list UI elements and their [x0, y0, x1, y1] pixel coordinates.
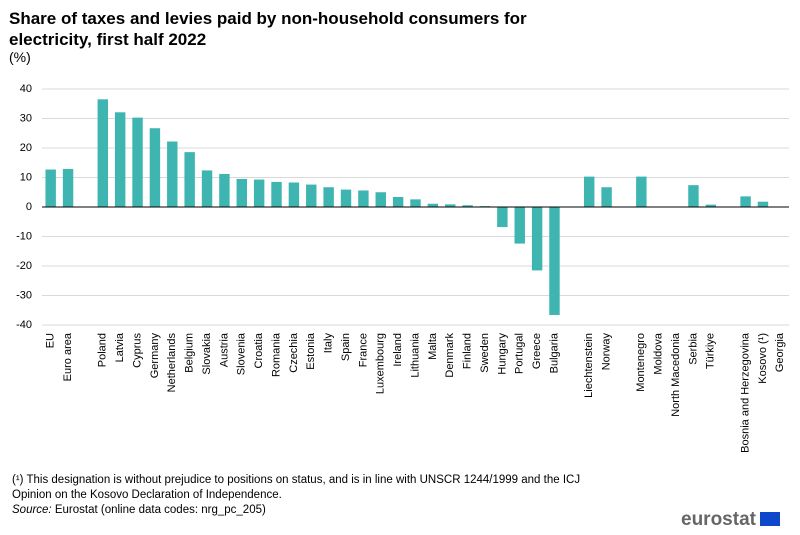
x-tick-label: Ireland [392, 333, 404, 367]
y-tick-label: 30 [20, 112, 32, 124]
x-tick-label: Greece [531, 333, 543, 369]
bar [219, 173, 230, 207]
x-tick-label: Malta [427, 332, 439, 360]
bar [584, 176, 595, 207]
bar [740, 196, 751, 207]
bar [323, 187, 334, 207]
bar [62, 168, 74, 207]
x-tick-label: Poland [97, 333, 109, 367]
source: Source: Eurostat (online data codes: nrg… [12, 503, 612, 518]
x-tick-label: Sweden [479, 333, 491, 373]
bar [392, 196, 404, 207]
bar [375, 192, 386, 207]
y-tick-label: 10 [20, 171, 32, 183]
bar [705, 204, 717, 207]
bar [549, 207, 560, 315]
x-tick-label: Cyprus [131, 333, 143, 368]
x-tick-label: Türkiye [705, 333, 717, 369]
x-tick-label: Montenegro [635, 333, 647, 392]
x-tick-label: Bulgaria [548, 332, 560, 373]
bar [271, 181, 282, 207]
x-tick-label: Slovenia [236, 332, 248, 375]
x-tick-label: Bosnia and Herzegovina [739, 332, 751, 453]
y-tick-label: -30 [16, 289, 32, 301]
bar [236, 178, 247, 207]
x-tick-label: Euro area [62, 332, 74, 381]
chart-title: Share of taxes and levies paid by non-ho… [9, 9, 527, 49]
x-tick-label: Denmark [444, 333, 456, 378]
source-label: Source: [12, 504, 52, 516]
y-tick-label: 0 [26, 201, 32, 213]
bar [358, 190, 369, 207]
bar [427, 203, 439, 207]
x-tick-label: France [357, 333, 369, 367]
bar [184, 152, 195, 207]
x-tick-label: North Macedonia [670, 332, 682, 417]
x-tick-label: Italy [323, 333, 335, 354]
logo: eurostat [681, 509, 756, 530]
bar [97, 99, 109, 207]
x-tick-label: Spain [340, 333, 352, 361]
bar [688, 185, 699, 207]
bar [445, 204, 456, 207]
bar [288, 182, 300, 207]
x-tick-label: Netherlands [166, 333, 178, 393]
bar [497, 207, 508, 228]
bar [636, 176, 647, 207]
x-tick-label: Croatia [253, 332, 265, 368]
bar [340, 189, 352, 207]
bar [531, 207, 543, 271]
x-tick-label: Germany [149, 333, 161, 379]
source-text: Eurostat (online data codes: nrg_pc_205) [54, 504, 266, 516]
x-tick-label: Portugal [514, 333, 526, 374]
bar [410, 199, 421, 207]
y-tick-label: 40 [20, 83, 32, 95]
x-tick-label: Kosovo (¹) [757, 333, 769, 384]
y-tick-label: -10 [16, 230, 32, 242]
bar [114, 112, 126, 207]
bar [45, 169, 56, 207]
bar [601, 187, 612, 207]
unit-label: (%) [9, 49, 31, 65]
y-tick-label: -40 [16, 319, 32, 331]
bar [132, 117, 143, 207]
x-tick-label: Czechia [288, 332, 300, 373]
bar [306, 184, 317, 207]
chart: -40 -30 -20 -10 0 10 20 30 40 EU Euro area Poland La… [16, 83, 789, 453]
x-tick-label: Moldova [653, 332, 665, 374]
x-tick-label: Liechtenstein [583, 333, 595, 398]
footer: (¹) This designation is without prejudic… [12, 473, 612, 518]
x-tick-label: Serbia [687, 332, 699, 365]
x-tick-label: Hungary [496, 333, 508, 375]
x-tick-label: Romania [270, 332, 282, 377]
footnote: (¹) This designation is without prejudic… [12, 474, 581, 501]
x-tick-label: Austria [218, 332, 230, 367]
bar [253, 179, 265, 207]
x-tick-label: Estonia [305, 332, 317, 370]
x-tick-label: Slovakia [201, 332, 213, 374]
y-tick-label: 20 [20, 142, 32, 154]
x-tick-label: Georgia [774, 332, 786, 372]
bar [757, 201, 769, 207]
x-tick-label: Norway [600, 333, 612, 371]
bar [514, 207, 525, 244]
x-tick-label: Lithuania [409, 332, 421, 378]
bar [167, 141, 178, 207]
y-tick-label: -20 [16, 260, 32, 272]
bar [201, 170, 213, 207]
x-tick-label: Finland [462, 333, 474, 369]
x-tick-label: Luxembourg [375, 333, 387, 394]
bar [462, 205, 473, 207]
eu-flag [760, 512, 780, 526]
x-tick-label: Latvia [114, 332, 126, 362]
x-tick-label: Belgium [184, 333, 196, 373]
bar [149, 128, 161, 207]
x-tick-label: EU [45, 333, 57, 348]
